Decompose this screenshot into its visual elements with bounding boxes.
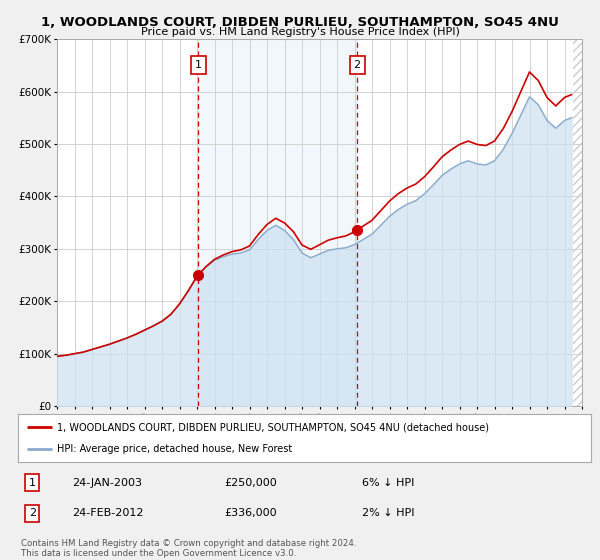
Bar	[573, 39, 582, 406]
Text: Contains HM Land Registry data © Crown copyright and database right 2024.
This d: Contains HM Land Registry data © Crown c…	[21, 539, 356, 558]
Text: 1: 1	[195, 60, 202, 70]
Text: 1, WOODLANDS COURT, DIBDEN PURLIEU, SOUTHAMPTON, SO45 4NU (detached house): 1, WOODLANDS COURT, DIBDEN PURLIEU, SOUT…	[57, 422, 489, 432]
Text: 24-JAN-2003: 24-JAN-2003	[73, 478, 142, 488]
Text: 6% ↓ HPI: 6% ↓ HPI	[362, 478, 414, 488]
Text: Price paid vs. HM Land Registry's House Price Index (HPI): Price paid vs. HM Land Registry's House …	[140, 27, 460, 37]
Text: 1: 1	[29, 478, 36, 488]
Bar	[198, 39, 357, 406]
Text: £336,000: £336,000	[224, 508, 277, 518]
Text: 24-FEB-2012: 24-FEB-2012	[73, 508, 144, 518]
Text: HPI: Average price, detached house, New Forest: HPI: Average price, detached house, New …	[57, 444, 292, 454]
Text: 1, WOODLANDS COURT, DIBDEN PURLIEU, SOUTHAMPTON, SO45 4NU: 1, WOODLANDS COURT, DIBDEN PURLIEU, SOUT…	[41, 16, 559, 29]
Text: 2% ↓ HPI: 2% ↓ HPI	[362, 508, 415, 518]
Text: 2: 2	[29, 508, 36, 518]
Text: £250,000: £250,000	[224, 478, 277, 488]
Text: 2: 2	[353, 60, 361, 70]
